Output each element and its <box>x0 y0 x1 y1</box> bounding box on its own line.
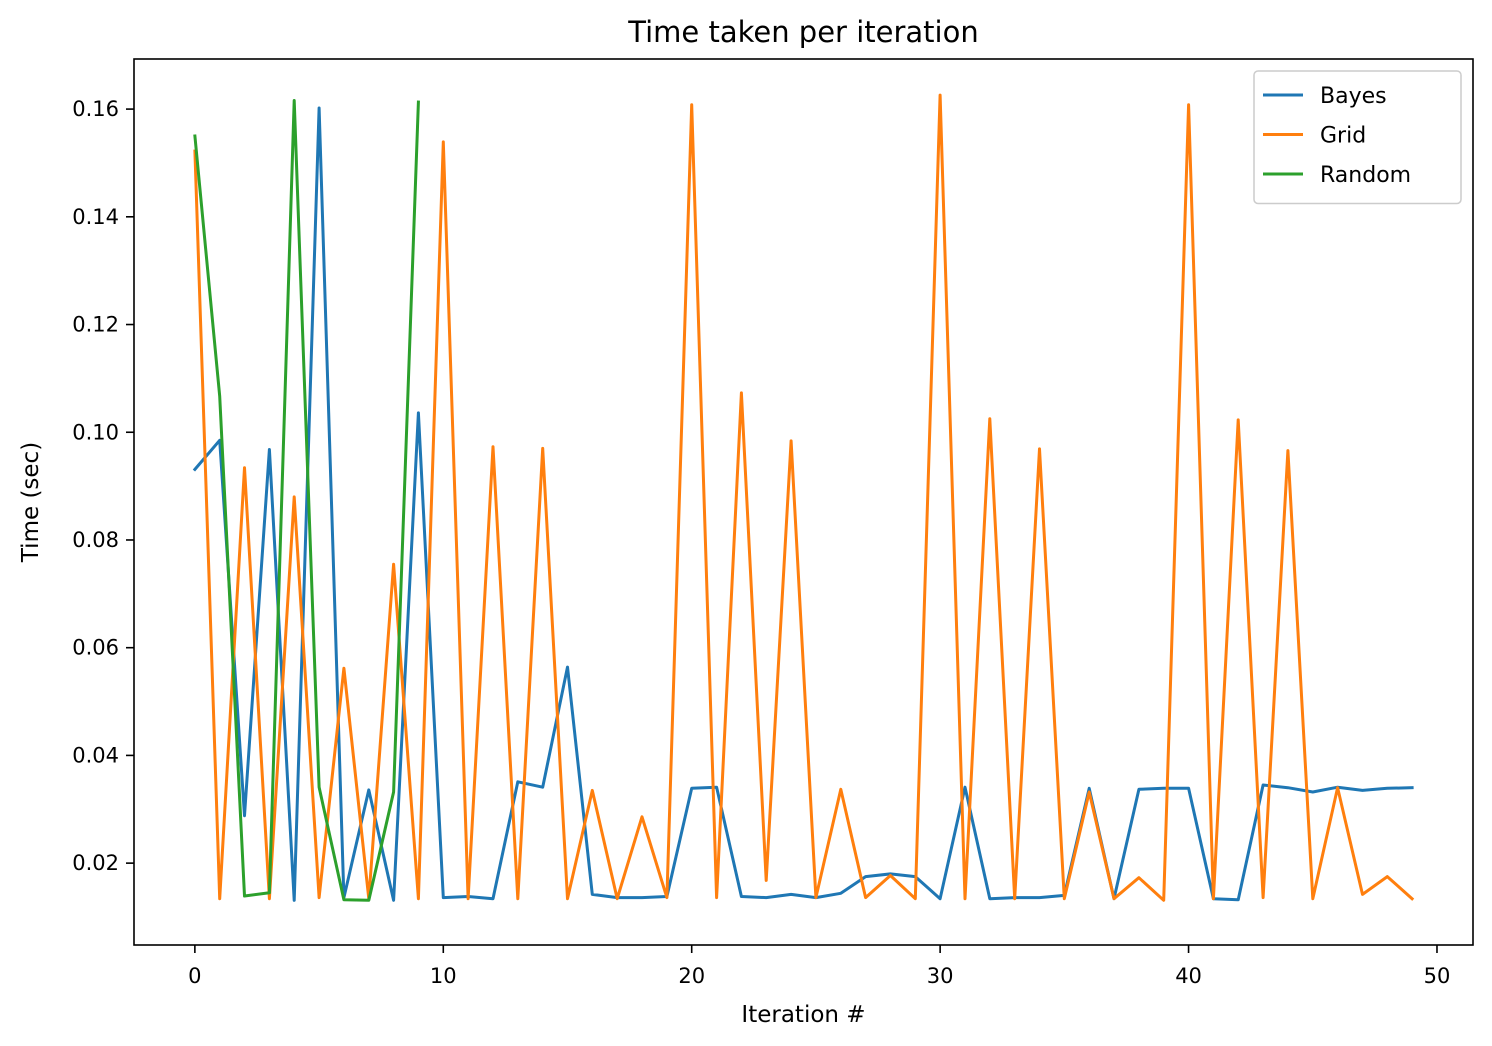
y-axis-label: Time (sec) <box>18 442 44 563</box>
x-tick-label: 50 <box>1424 964 1451 988</box>
series-line-random <box>193 99 420 902</box>
chart-title: Time taken per iteration <box>627 15 978 49</box>
y-tick-label: 0.02 <box>72 851 119 875</box>
x-tick-label: 30 <box>927 964 954 988</box>
series-line-bayes <box>192 106 1414 902</box>
x-axis-label: Iteration # <box>741 1002 865 1028</box>
y-tick-label: 0.10 <box>72 420 119 444</box>
y-tick-label: 0.04 <box>72 743 119 767</box>
x-tick-label: 0 <box>188 964 201 988</box>
x-tick-label: 20 <box>678 964 705 988</box>
x-tick-label: 10 <box>430 964 457 988</box>
x-tick-label: 40 <box>1175 964 1202 988</box>
series-lines <box>192 93 1415 902</box>
y-tick-label: 0.08 <box>72 528 119 552</box>
legend-label-grid: Grid <box>1320 124 1366 149</box>
y-tick-label: 0.12 <box>72 313 119 337</box>
legend: Bayes Grid Random <box>1253 70 1462 205</box>
legend-box <box>1253 70 1462 205</box>
x-axis: 0 10 20 30 40 50 <box>188 945 1450 988</box>
y-axis: 0.02 0.04 0.06 0.08 0.10 0.12 0.14 0.16 <box>72 97 134 875</box>
series-line-grid <box>193 93 1415 902</box>
plot-frame <box>133 58 1474 946</box>
legend-items: Bayes Grid Random <box>1263 84 1411 188</box>
legend-label-random: Random <box>1320 163 1411 188</box>
y-tick-label: 0.06 <box>72 636 119 660</box>
legend-label-bayes: Bayes <box>1320 84 1387 109</box>
y-tick-label: 0.14 <box>72 205 119 229</box>
y-tick-label: 0.16 <box>72 97 119 121</box>
